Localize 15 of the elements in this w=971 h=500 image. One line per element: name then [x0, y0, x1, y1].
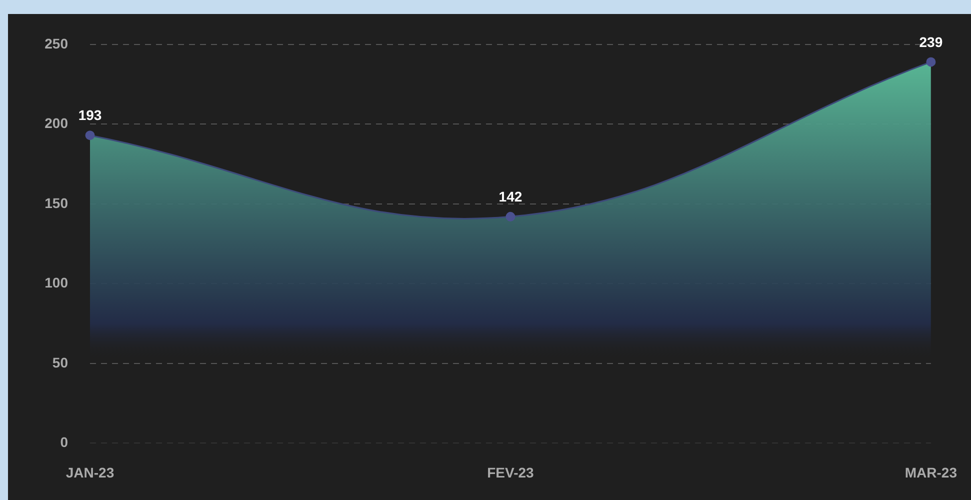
data-label: 193: [78, 107, 102, 124]
x-tick-label: JAN-23: [66, 464, 114, 480]
data-label: 142: [498, 188, 522, 205]
point: [506, 212, 516, 222]
x-tick-label: FEV-23: [487, 464, 534, 480]
y-tick-label: 200: [44, 115, 68, 132]
y-tick-label: 0: [60, 434, 68, 450]
y-tick-label: 100: [44, 274, 68, 291]
y-tick-label: 150: [44, 194, 68, 211]
point: [926, 57, 936, 67]
x-tick-label: MAR-23: [904, 464, 958, 480]
point: [85, 130, 95, 140]
y-tick-label: 50: [52, 354, 68, 370]
y-tick-label: 250: [44, 35, 68, 52]
data-label: 239: [919, 34, 943, 50]
